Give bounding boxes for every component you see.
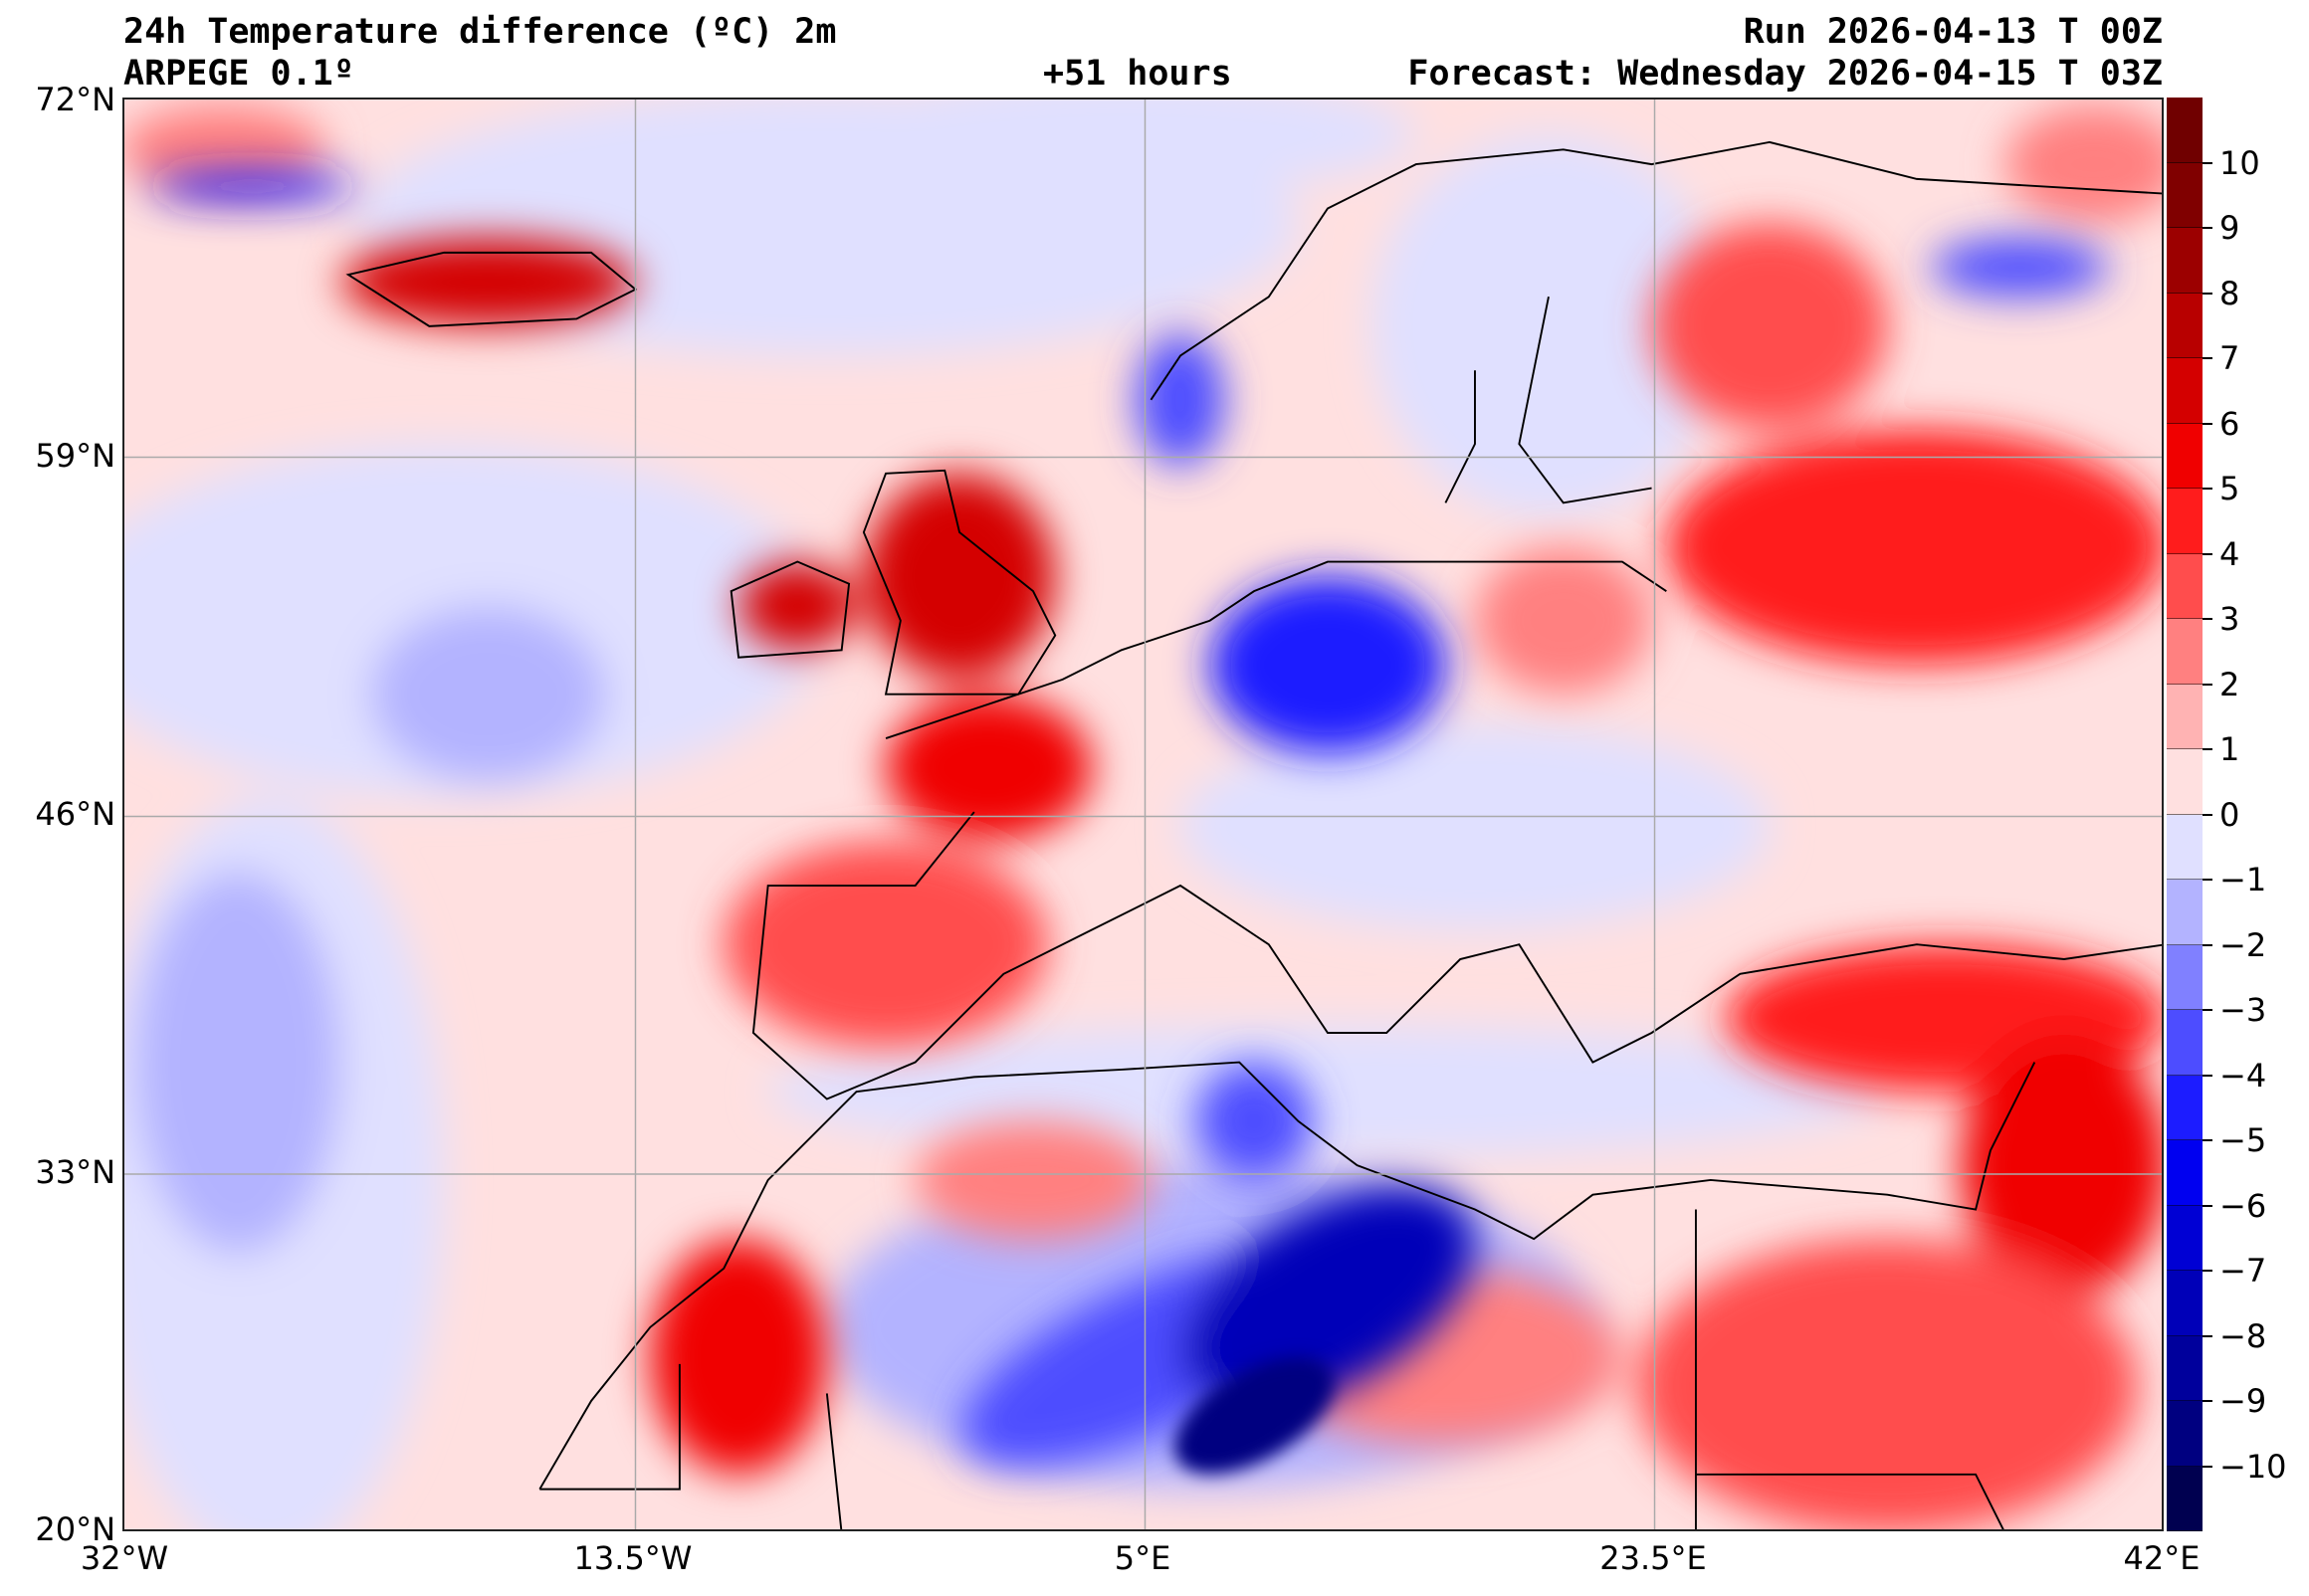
model-label: ARPEGE 0.1º [123,54,354,94]
colorbar-tick [2203,227,2212,229]
colorbar-tick [2203,488,2212,490]
colorbar-band [2167,1140,2203,1206]
lat-label: 46°N [35,795,115,833]
colorbar-band [2167,1335,2203,1401]
forecast-label: Forecast: Wednesday 2026-04-15 T 03Z [1407,54,2163,94]
coastlines [345,140,2162,1529]
colorbar-tick-label: 9 [2219,209,2240,247]
colorbar-tick-label: 2 [2219,665,2240,703]
colorbar-tick [2203,422,2212,425]
colorbar-tick-label: −5 [2219,1121,2267,1159]
colorbar-tick [2203,357,2212,359]
map-canvas [124,100,2162,1529]
lat-label: 59°N [35,437,115,475]
colorbar-tick-label: 3 [2219,600,2240,638]
lat-label: 72°N [35,81,115,118]
colorbar-band [2167,1075,2203,1140]
lead-time-label: +51 hours [1043,54,1232,94]
colorbar-band [2167,358,2203,424]
colorbar-band [2167,1010,2203,1076]
colorbar-tick-label: −4 [2219,1056,2267,1095]
lon-label: 5°E [1114,1539,1171,1577]
lon-label: 13.5°W [573,1539,693,1577]
colorbar-tick [2203,748,2212,750]
colorbar-tick-label: 10 [2219,143,2260,182]
colorbar-tick [2203,813,2212,816]
colorbar-band [2167,98,2203,163]
colorbar-tick-label: −10 [2219,1447,2287,1486]
lat-label: 20°N [35,1510,115,1548]
colorbar-tick [2203,161,2212,164]
colorbar-band [2167,684,2203,749]
colorbar-tick-label: 5 [2219,470,2240,507]
colorbar-band [2167,880,2203,945]
field-light-blue [124,100,1888,1529]
gridlines [124,100,2162,1529]
run-label: Run 2026-04-13 T 00Z [1743,12,2163,52]
lon-label: 23.5°E [1599,1539,1707,1577]
colorbar-band [2167,489,2203,554]
colorbar-tick [2203,1465,2212,1468]
colorbar-tick [2203,1204,2212,1207]
colorbar-band [2167,619,2203,685]
colorbar-tick-label: −2 [2219,925,2267,964]
colorbar-tick [2203,1334,2212,1337]
colorbar-tick-label: 7 [2219,339,2240,377]
lon-label: 32°W [80,1539,169,1577]
colorbar-band [2167,162,2203,228]
colorbar-tick-label: 8 [2219,274,2240,312]
field-dark-blue [1173,1356,1335,1475]
colorbar-tick-label: 1 [2219,730,2240,768]
colorbar-tick [2203,879,2212,881]
colorbar-tick [2203,1009,2212,1011]
colorbar-tick [2203,618,2212,620]
field-blues [149,171,2109,1467]
colorbar-tick [2203,1270,2212,1272]
colorbar-band [2167,553,2203,619]
colorbar-band [2167,944,2203,1010]
colorbar-tick-label: 0 [2219,795,2240,834]
field-reds [124,104,2162,1529]
colorbar-band [2167,228,2203,294]
lat-label: 33°N [35,1153,115,1191]
colorbar-band [2167,1271,2203,1336]
colorbar-band [2167,814,2203,880]
colorbar-tick-label: −6 [2219,1186,2267,1225]
colorbar-tick-label: −9 [2219,1382,2267,1420]
colorbar-band [2167,1401,2203,1467]
colorbar-tick [2203,292,2212,295]
colorbar-tick [2203,552,2212,555]
colorbar-band [2167,1466,2203,1531]
colorbar-band [2167,1205,2203,1271]
colorbar-tick-label: −7 [2219,1252,2267,1290]
colorbar-band [2167,423,2203,489]
colorbar-tick [2203,1400,2212,1402]
colorbar-tick [2203,943,2212,946]
colorbar-tick-label: −3 [2219,991,2267,1029]
colorbar-tick [2203,1139,2212,1141]
colorbar-tick-label: −8 [2219,1316,2267,1355]
colorbar [2167,98,2203,1531]
colorbar-tick-label: 4 [2219,534,2240,573]
lon-label: 42°E [2123,1539,2201,1577]
chart-title: 24h Temperature difference (ºC) 2m [123,12,837,52]
colorbar-tick [2203,1074,2212,1077]
colorbar-band [2167,749,2203,815]
colorbar-band [2167,293,2203,358]
colorbar-tick-label: −1 [2219,861,2267,898]
colorbar-tick [2203,683,2212,686]
colorbar-tick-label: 6 [2219,404,2240,443]
temperature-difference-map[interactable] [122,98,2164,1531]
